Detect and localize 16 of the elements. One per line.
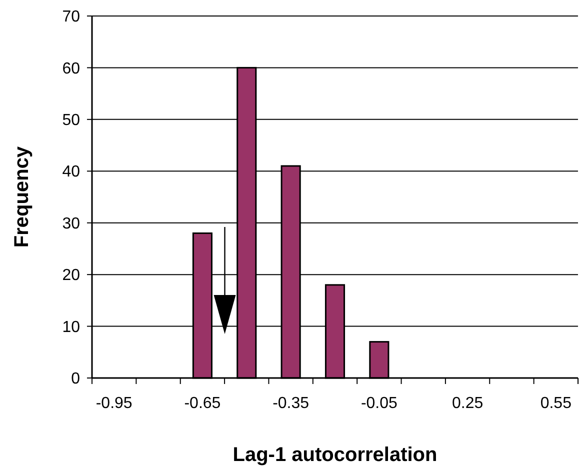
y-tick-label: 20 bbox=[62, 267, 80, 284]
x-axis-title: Lag-1 autocorrelation bbox=[232, 444, 438, 466]
x-tick-label: -0.35 bbox=[272, 395, 310, 412]
x-tick-label: -0.65 bbox=[184, 395, 221, 412]
y-tick-label: 0 bbox=[71, 370, 80, 388]
y-tick-label: 60 bbox=[62, 60, 80, 78]
x-tick-label: -0.95 bbox=[96, 395, 132, 412]
y-tick-label: 10 bbox=[62, 318, 80, 336]
y-tick-label: 30 bbox=[62, 215, 80, 232]
y-tick-label: 70 bbox=[62, 8, 80, 26]
x-tick-label: 0.25 bbox=[452, 395, 484, 412]
x-tick-label: -0.05 bbox=[360, 395, 398, 412]
x-tick-label: 0.55 bbox=[540, 395, 572, 412]
y-axis-title: Frequency bbox=[11, 146, 33, 248]
y-tick-label: 50 bbox=[62, 112, 80, 130]
y-tick-label: 40 bbox=[62, 164, 80, 181]
